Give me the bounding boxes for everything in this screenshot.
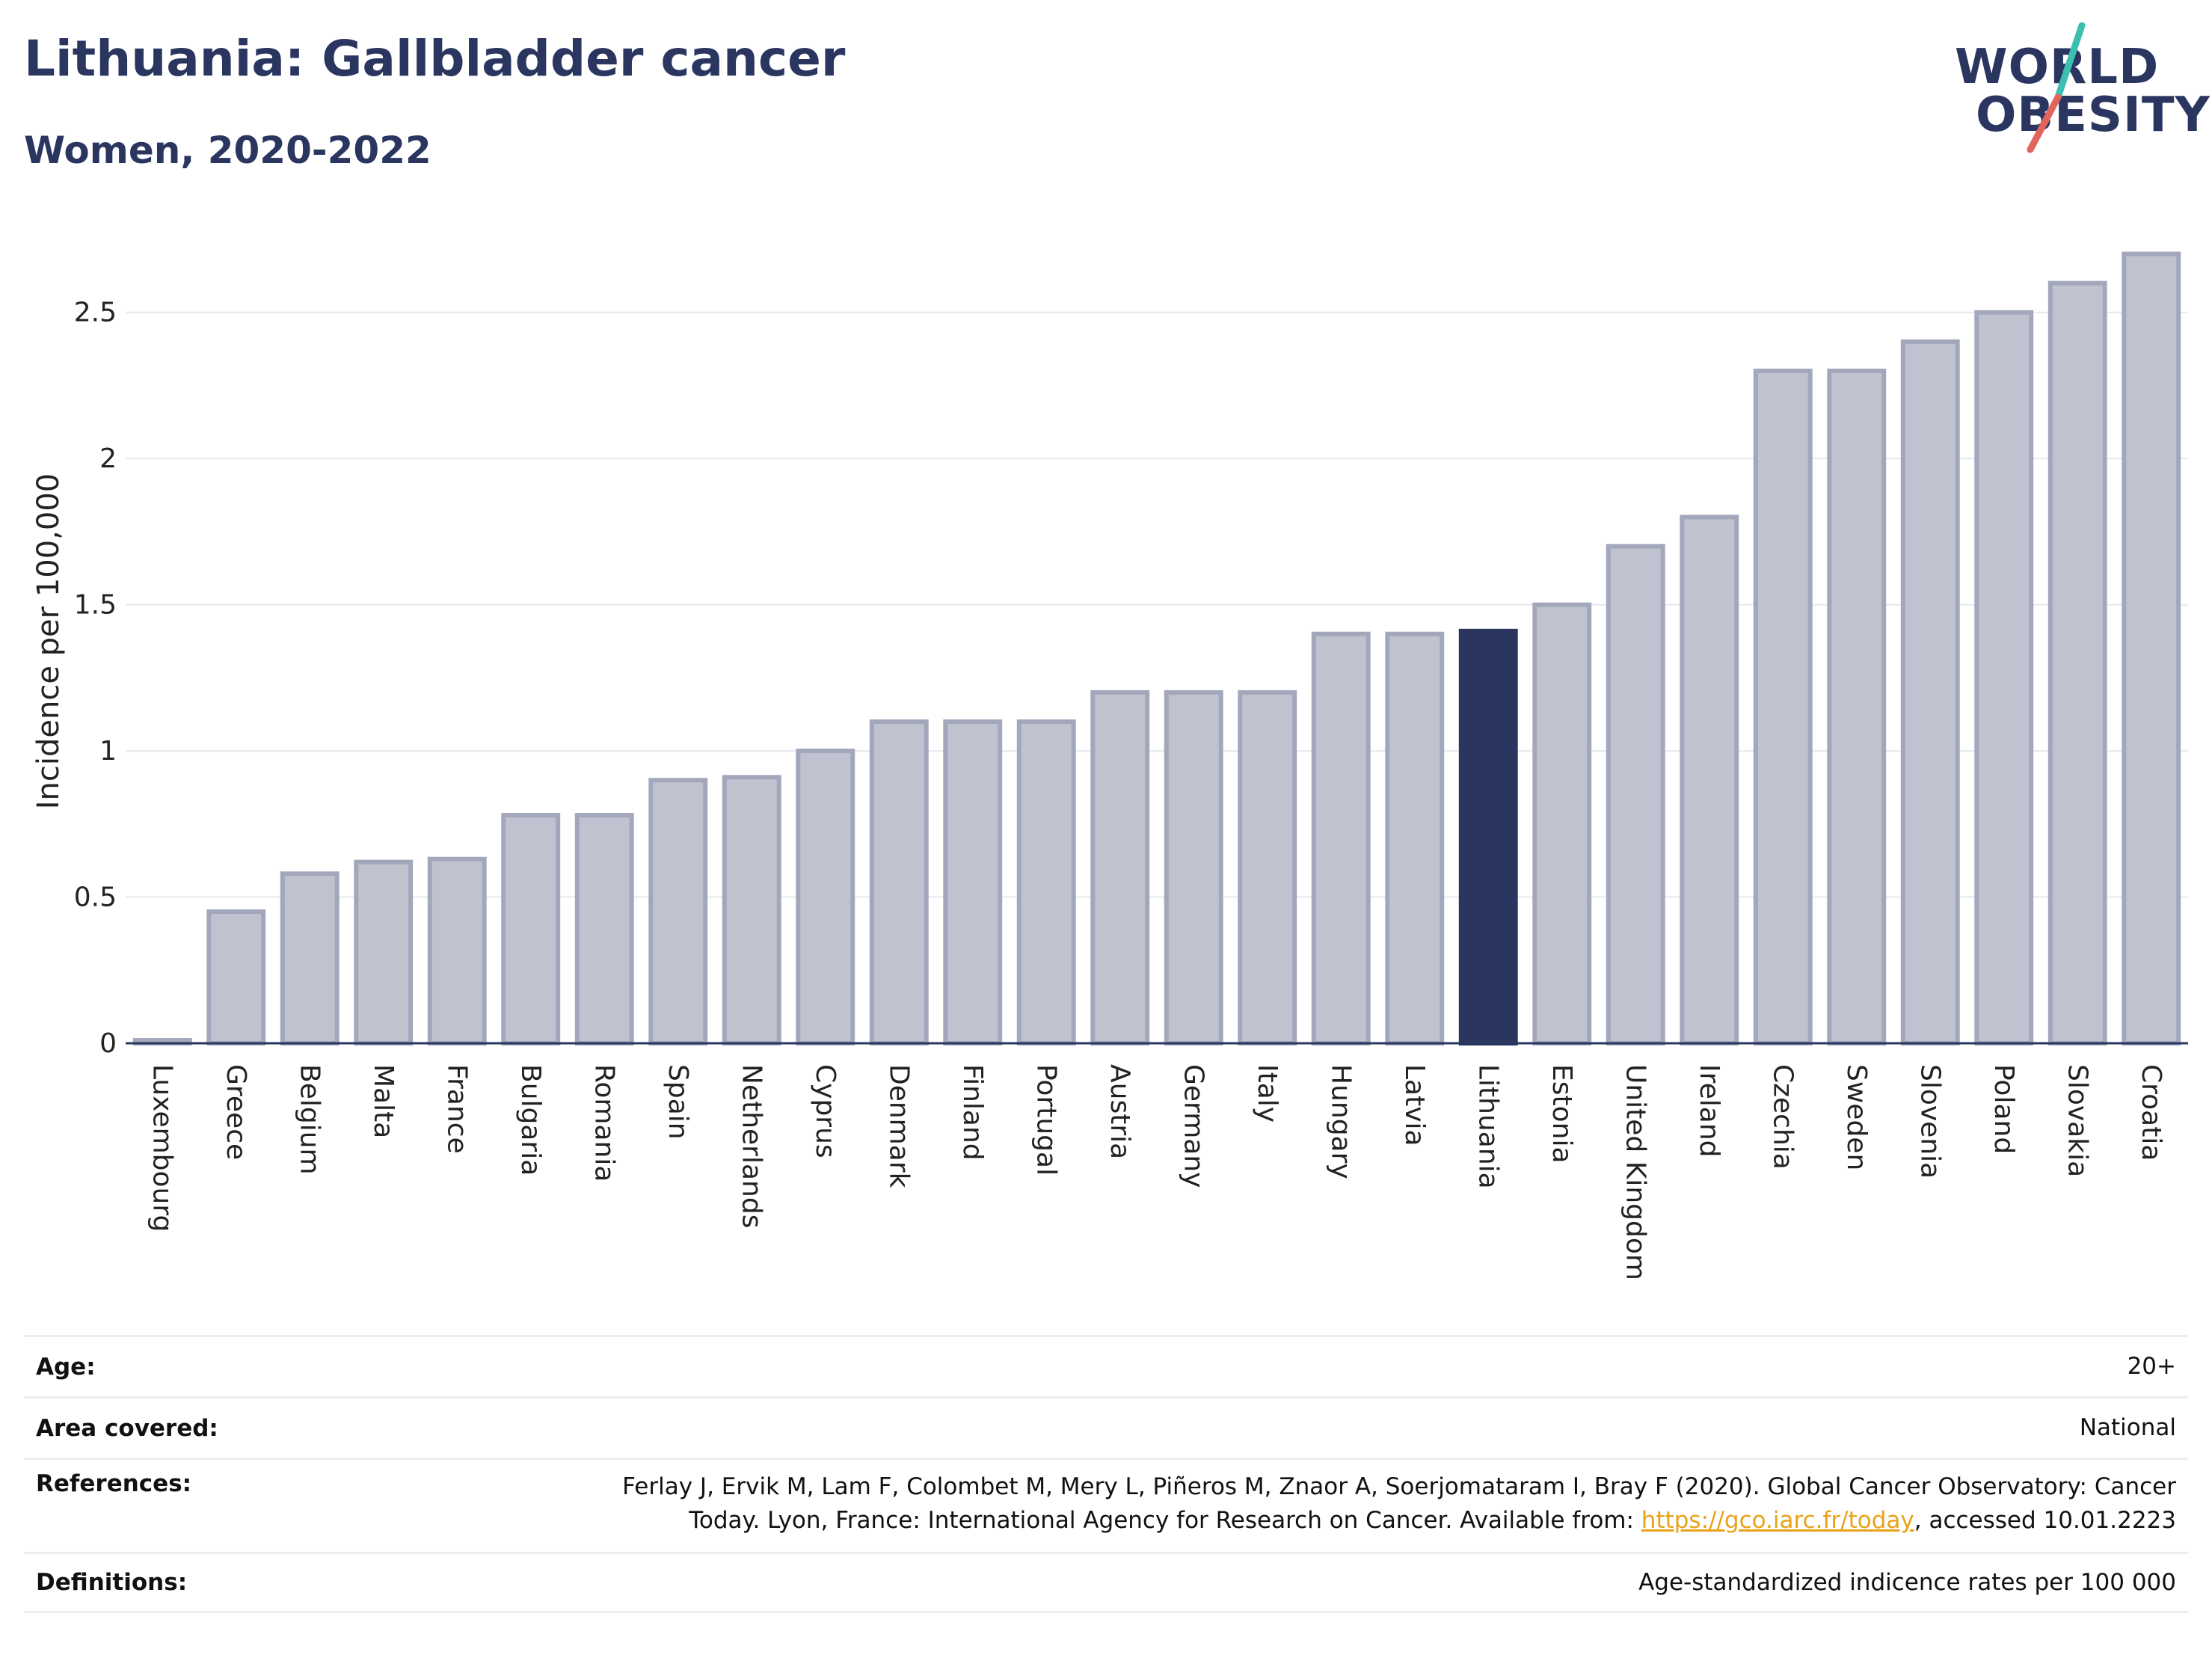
x-tick-label: Bulgaria bbox=[515, 1064, 546, 1176]
bar-united-kingdom bbox=[1606, 544, 1665, 1045]
x-tick-label: Luxembourg bbox=[147, 1064, 177, 1232]
logo-line-2: OBESITY bbox=[1976, 87, 2211, 143]
bar-germany bbox=[1164, 690, 1223, 1046]
logo-slash-icon bbox=[2027, 22, 2086, 153]
bar-hungary bbox=[1311, 631, 1371, 1045]
x-tick-label: United Kingdom bbox=[1620, 1064, 1650, 1280]
logo-line-1: WORLD bbox=[1955, 40, 2160, 95]
x-tick-label: Denmark bbox=[883, 1064, 914, 1188]
x-tick-label: Greece bbox=[221, 1064, 251, 1160]
x-tick-label: Lithuania bbox=[1472, 1064, 1503, 1189]
info-value-area: National bbox=[2079, 1414, 2176, 1442]
page-title: Lithuania: Gallbladder cancer bbox=[24, 30, 846, 87]
bar-sweden bbox=[1827, 368, 1887, 1045]
bar-belgium bbox=[280, 871, 340, 1045]
info-key-references: References: bbox=[36, 1470, 192, 1497]
bar-romania bbox=[574, 813, 634, 1046]
y-tick-label: 2 bbox=[99, 443, 117, 474]
logo-slash-red bbox=[2027, 93, 2062, 153]
x-tick-label: Belgium bbox=[294, 1064, 325, 1175]
bar-spain bbox=[648, 778, 708, 1045]
bar-croatia bbox=[2122, 251, 2181, 1046]
y-tick-label: 2.5 bbox=[74, 298, 117, 328]
x-tick-label: Italy bbox=[1252, 1064, 1282, 1123]
info-value-references: Ferlay J, Ervik M, Lam F, Colombet M, Me… bbox=[591, 1470, 2176, 1538]
info-key-age: Age: bbox=[36, 1353, 96, 1381]
references-link[interactable]: https://gco.iarc.fr/today bbox=[1641, 1506, 1914, 1534]
x-tick-label: Malta bbox=[368, 1064, 399, 1138]
x-tick-label: Estonia bbox=[1546, 1064, 1577, 1164]
bar-denmark bbox=[869, 719, 929, 1045]
x-tick-label: France bbox=[441, 1064, 472, 1154]
info-row-area: Area covered: National bbox=[24, 1396, 2188, 1458]
bar-slovenia bbox=[1900, 339, 1960, 1045]
info-row-definitions: Definitions: Age-standardized indicence … bbox=[24, 1552, 2188, 1613]
logo-slash-teal bbox=[2054, 22, 2086, 101]
x-tick-label: Romania bbox=[589, 1064, 619, 1182]
references-text: Ferlay J, Ervik M, Lam F, Colombet M, Me… bbox=[622, 1473, 2176, 1534]
x-tick-label: Ireland bbox=[1694, 1064, 1724, 1158]
bar-austria bbox=[1090, 690, 1150, 1046]
bar-netherlands bbox=[722, 775, 781, 1045]
x-tick-label: Croatia bbox=[2136, 1064, 2166, 1161]
x-tick-label: Spain bbox=[663, 1064, 693, 1140]
info-row-references: References: Ferlay J, Ervik M, Lam F, Co… bbox=[24, 1458, 2188, 1552]
bar-lithuania bbox=[1458, 628, 1518, 1045]
page-subtitle: Women, 2020-2022 bbox=[24, 129, 431, 172]
x-tick-label: Portugal bbox=[1030, 1064, 1061, 1176]
y-axis-title: Incidence per 100,000 bbox=[31, 473, 66, 810]
x-tick-label: Slovakia bbox=[2062, 1064, 2092, 1177]
world-obesity-logo: WORLD OBESITY bbox=[1944, 22, 2210, 157]
bar-portugal bbox=[1016, 719, 1076, 1045]
bar-ireland bbox=[1680, 515, 1739, 1045]
bar-bulgaria bbox=[501, 813, 561, 1046]
info-value-definitions: Age-standardized indicence rates per 100… bbox=[1638, 1568, 2176, 1596]
info-key-definitions: Definitions: bbox=[36, 1569, 188, 1596]
bar-poland bbox=[1974, 310, 2034, 1045]
bar-slovakia bbox=[2047, 280, 2107, 1045]
info-value-age: 20+ bbox=[2127, 1353, 2176, 1381]
x-tick-label: Austria bbox=[1105, 1064, 1135, 1159]
references-accessed: , accessed 10.01.2223 bbox=[1914, 1506, 2176, 1534]
bar-italy bbox=[1238, 690, 1297, 1046]
x-tick-label: Slovenia bbox=[1914, 1064, 1945, 1179]
info-key-area: Area covered: bbox=[36, 1414, 218, 1442]
info-table: Age: 20+ Area covered: National Referenc… bbox=[24, 1335, 2188, 1613]
x-tick-label: Finland bbox=[957, 1064, 988, 1161]
bar-cyprus bbox=[796, 749, 855, 1045]
x-tick-label: Netherlands bbox=[736, 1064, 766, 1228]
x-tick-label: Cyprus bbox=[810, 1064, 841, 1158]
info-row-age: Age: 20+ bbox=[24, 1335, 2188, 1396]
x-tick-label: Germany bbox=[1178, 1064, 1208, 1188]
bar-malta bbox=[354, 859, 414, 1045]
x-tick-label: Latvia bbox=[1399, 1064, 1430, 1146]
y-tick-label: 0 bbox=[99, 1028, 117, 1059]
bar-greece bbox=[206, 909, 266, 1046]
bar-czechia bbox=[1753, 368, 1813, 1045]
y-tick-label: 0.5 bbox=[74, 882, 117, 913]
x-tick-label: Poland bbox=[1988, 1064, 2019, 1154]
bar-finland bbox=[943, 719, 1003, 1045]
y-tick-label: 1 bbox=[99, 736, 117, 767]
bar-estonia bbox=[1532, 602, 1592, 1045]
x-tick-label: Hungary bbox=[1325, 1064, 1356, 1179]
x-tick-label: Czechia bbox=[1767, 1064, 1798, 1170]
bar-chart: 0 0.5 1 1.5 2 2.5 Incidence per 100,000 Luxembo… bbox=[31, 251, 2188, 1280]
bar-latvia bbox=[1385, 631, 1445, 1045]
bar-france bbox=[427, 856, 487, 1046]
y-tick-label: 1.5 bbox=[74, 590, 117, 621]
x-tick-label: Sweden bbox=[1841, 1064, 1872, 1170]
